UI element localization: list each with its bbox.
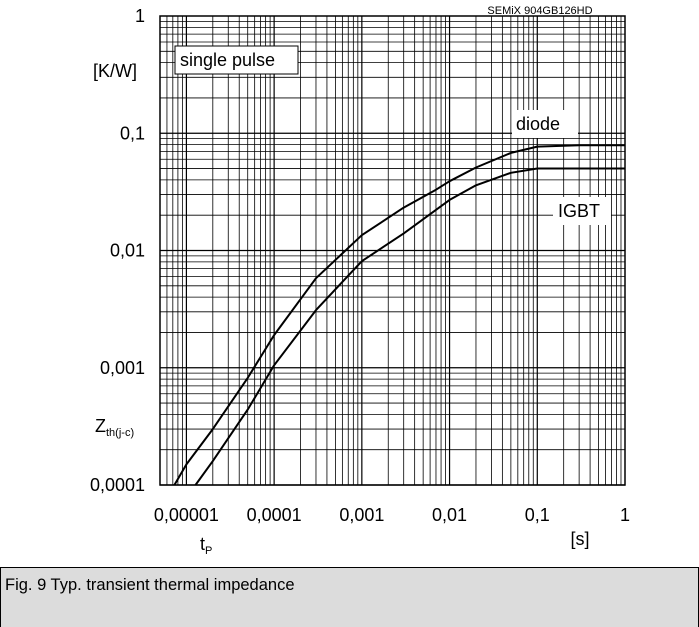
series-lines [173,144,625,486]
y-tick-label: 0,01 [110,241,145,261]
grid [159,16,625,486]
x-tick-label: 0,1 [525,505,550,525]
svg-text:diode: diode [516,114,560,134]
x-axis-label: tP [200,534,212,557]
x-tick-labels: 0,00001 0,0001 0,001 0,01 0,1 1 [154,505,630,525]
caption-box: Fig. 9 Typ. transient thermal impedance [1,567,698,627]
y-tick-label: 0,0001 [90,475,145,495]
x-tick-label: 0,01 [432,505,467,525]
y-unit-label: [K/W] [93,61,137,81]
x-tick-label: 0,00001 [154,505,219,525]
y-tick-labels: 0,0001 0,001 0,01 0,1 1 [90,6,145,495]
chart-panel: 0,00001 0,0001 0,001 0,01 0,1 1 0,0001 0,001 0,… [89,5,631,557]
svg-text:IGBT: IGBT [558,201,600,221]
y-tick-label: 0,1 [120,123,145,143]
svg-text:tP: tP [200,534,212,557]
plot-border [159,15,626,486]
svg-text:single pulse: single pulse [180,50,275,70]
x-tick-label: 0,001 [339,505,384,525]
x-unit-label: [s] [570,529,589,549]
x-tick-label: 0,0001 [247,505,302,525]
chart-title: SEMiX 904GB126HD [487,5,592,17]
y-tick-label: 0,001 [100,358,145,378]
y-tick-label: 1 [135,6,145,26]
series-label-igbt: IGBT [553,197,611,225]
svg-text:Zth(j-c): Zth(j-c) [95,416,134,439]
plot-border-rect [159,15,626,486]
thermal-impedance-chart: 0,00001 0,0001 0,001 0,01 0,1 1 0,00010,0010,… [90,5,630,557]
series-line-igbt [194,167,625,486]
figure-caption: Fig. 9 Typ. transient thermal impedance [5,576,295,594]
annotation-single-pulse: single pulse [174,45,299,75]
y-axis-label: Zth(j-c) [95,416,134,439]
series-line-diode [173,144,625,486]
series-label-diode: diode [512,110,578,138]
x-tick-label: 1 [620,505,630,525]
